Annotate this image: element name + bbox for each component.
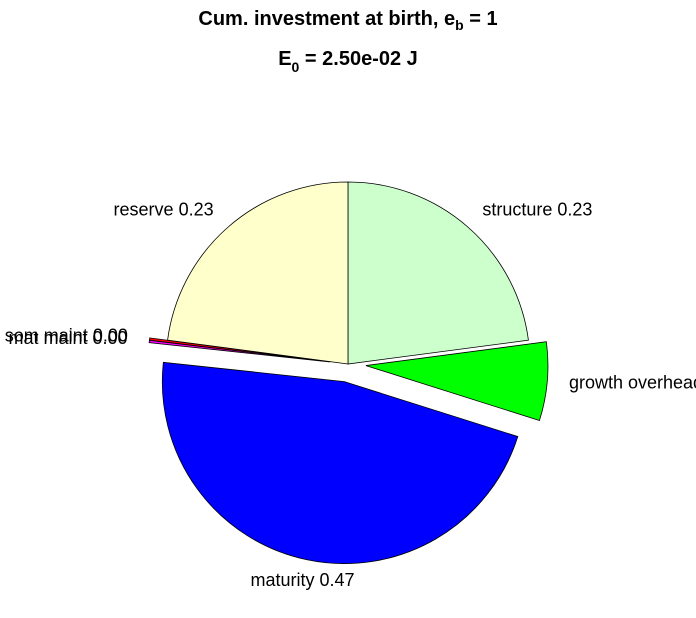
slice-name: reserve [114,199,174,219]
subtitle-part: E [278,48,291,70]
slice-value: 0.00 [93,325,128,345]
pie-slice [365,341,549,422]
slice-name: growth overhead [569,372,696,392]
title-sub: b [455,17,464,33]
subtitle-sub: 0 [292,59,300,75]
slice-value: 0.23 [557,199,592,219]
slice-name: som maint [5,325,88,345]
slice-name: structure [482,199,552,219]
slice-name: mat maint [8,328,87,348]
slice-label: mat maint 0.00 [8,328,127,348]
slice-label: growth overhead 0.07 [569,372,696,392]
pie-slice [167,181,349,365]
slice-label: som maint 0.00 [5,325,128,345]
slice-value: 0.47 [320,570,355,590]
slice-value: 0.23 [179,199,214,219]
title-part: = 1 [464,8,498,30]
subtitle-part: = 2.50e-02 J [299,48,417,70]
pie-slice [347,181,529,365]
chart-title: Cum. investment at birth, eb = 1 [198,8,497,32]
title-part: Cum. investment at birth, e [198,8,455,30]
slice-label: reserve 0.23 [114,199,214,219]
slice-label: maturity 0.47 [250,570,354,590]
chart-subtitle: E0 = 2.50e-02 J [278,48,418,74]
slice-label: structure 0.23 [482,199,592,219]
slice-value: 0.00 [93,328,128,348]
pie-slice [161,361,519,564]
slice-name: maturity [250,570,314,590]
